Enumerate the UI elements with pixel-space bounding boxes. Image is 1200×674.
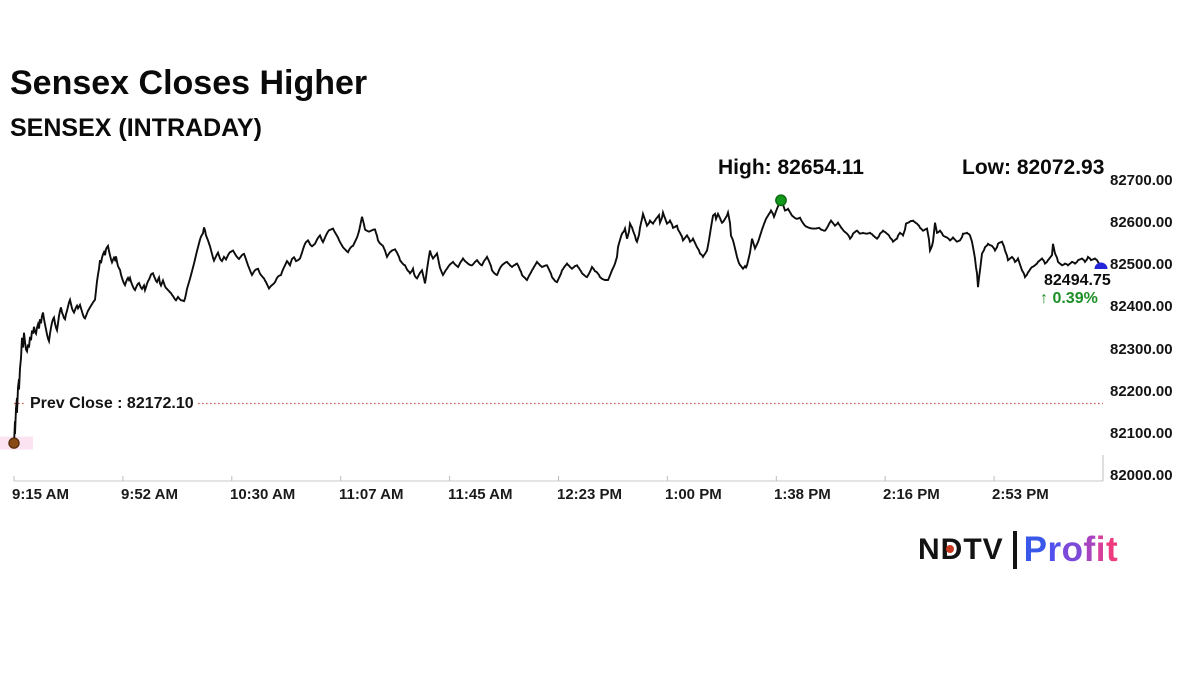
high-value-label: High: 82654.11 xyxy=(718,156,864,179)
price-line xyxy=(13,198,1103,444)
ndtv-wordmark: NDTV xyxy=(918,530,1004,570)
x-axis-label: 2:16 PM xyxy=(883,486,940,503)
profit-letter: o xyxy=(1061,530,1084,569)
x-axis-label: 10:30 AM xyxy=(230,486,296,503)
ndtv-text: NDTV xyxy=(918,533,1004,566)
profit-letter: f xyxy=(1083,530,1096,569)
page-title: Sensex Closes Higher xyxy=(10,64,368,102)
change-percent-label: ↑ 0.39% xyxy=(1040,290,1098,307)
profit-letter: i xyxy=(1095,530,1106,569)
y-axis-label: 82300.00 xyxy=(1110,341,1173,358)
y-axis-label: 82700.00 xyxy=(1110,172,1173,189)
profit-wordmark: Profit xyxy=(1024,530,1118,570)
high-marker xyxy=(775,194,787,207)
profit-letter: r xyxy=(1047,530,1062,569)
prev-close-label: Prev Close : 82172.10 xyxy=(26,394,198,413)
last-marker xyxy=(1094,262,1108,269)
x-axis-label: 12:23 PM xyxy=(557,486,623,503)
profit-letter: t xyxy=(1105,530,1119,569)
y-axis-label: 82400.00 xyxy=(1110,298,1173,315)
y-axis-label: 82000.00 xyxy=(1110,467,1173,484)
x-axis-label: 1:38 PM xyxy=(774,486,831,503)
y-axis-label: 82100.00 xyxy=(1110,425,1173,442)
x-axis-label: 11:45 AM xyxy=(448,486,513,503)
y-axis-label: 82600.00 xyxy=(1110,214,1173,231)
y-axis-label: 82200.00 xyxy=(1110,383,1173,400)
y-axis-label: 82500.00 xyxy=(1110,256,1173,273)
ndtv-profit-logo: NDTV Profit xyxy=(918,530,1118,570)
x-axis-label: 11:07 AM xyxy=(339,486,404,503)
x-axis-label: 2:53 PM xyxy=(992,486,1049,503)
low-value-label: Low: 82072.93 xyxy=(962,156,1105,179)
ndtv-red-dot-icon xyxy=(946,545,954,553)
profit-letter: P xyxy=(1023,530,1048,569)
x-axis-label: 9:52 AM xyxy=(121,486,178,503)
last-price-label: 82494.75 xyxy=(1044,272,1111,289)
x-axis-label: 1:00 PM xyxy=(665,486,722,503)
open-marker xyxy=(8,437,20,449)
chart-subtitle: SENSEX (INTRADAY) xyxy=(10,114,262,142)
x-axis-label: 9:15 AM xyxy=(12,486,69,503)
logo-divider xyxy=(1012,531,1017,569)
